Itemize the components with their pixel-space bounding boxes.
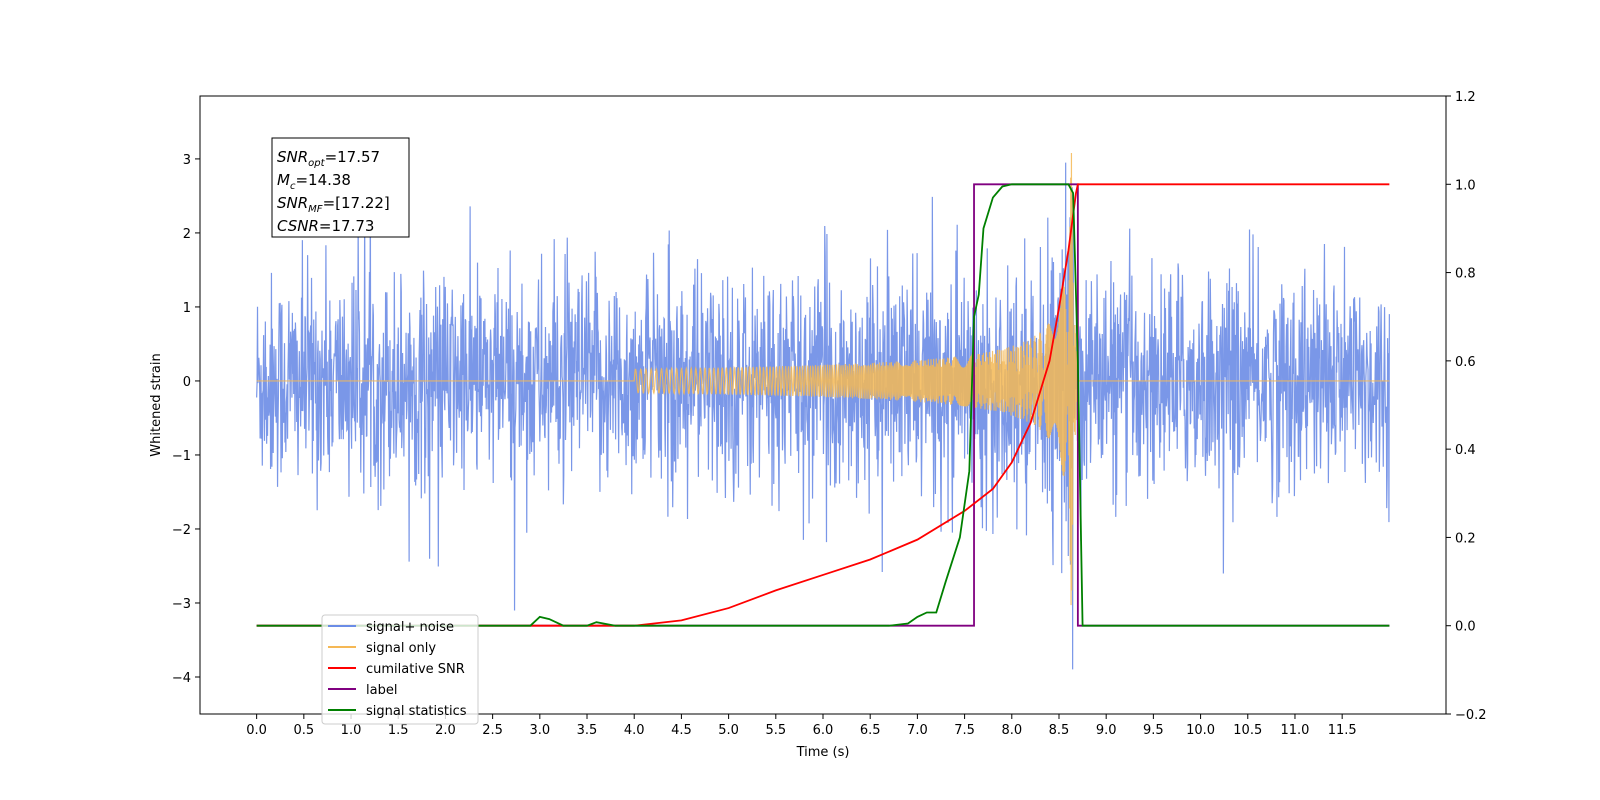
legend: signal+ noise signal only cumilative SNR la… [321, 614, 479, 725]
x-tick-label: 0.0 [246, 723, 267, 738]
x-tick-label: 7.5 [954, 723, 975, 738]
series-signal-only-line [256, 152, 1390, 606]
x-tick-label: 5.0 [718, 723, 739, 738]
x-tick-label: 1.0 [341, 723, 362, 738]
legend-entry-label: signal+ noise [366, 620, 454, 635]
y2-tick-label: −0.2 [1455, 708, 1487, 723]
annotation-mc: Mc=14.38 [277, 171, 351, 192]
y-tick-label: −1 [172, 449, 191, 464]
annotation-csnr: CSNR=17.73 [277, 217, 374, 235]
y-tick-label: 2 [183, 227, 191, 242]
x-tick-label: 11.0 [1280, 723, 1309, 738]
plot-layer [256, 152, 1390, 670]
legend-entry-label: signal only [366, 641, 436, 656]
y-tick-label: −4 [172, 671, 191, 686]
annotation-subscript: c [290, 181, 296, 192]
annotation-symbol: CSNR [277, 217, 319, 235]
x-tick-label: 10.0 [1186, 723, 1215, 738]
y-tick-label: −3 [172, 597, 191, 612]
y2-tick-label: 0.4 [1455, 443, 1476, 458]
x-tick-label: 2.0 [435, 723, 456, 738]
x-tick-label: 9.0 [1096, 723, 1117, 738]
y2-tick-label: 0.2 [1455, 531, 1476, 546]
legend-entry-label: cumilative SNR [366, 662, 465, 677]
x-tick-label: 9.5 [1143, 723, 1164, 738]
annotation-symbol: SNR [277, 194, 308, 212]
annotation-value: =17.73 [319, 217, 375, 235]
x-tick-label: 4.5 [671, 723, 692, 738]
annotation-value: =17.57 [325, 148, 381, 166]
x-tick-label: 11.5 [1328, 723, 1357, 738]
y2-tick-label: 0.8 [1455, 267, 1476, 282]
series-signal-statistics-line [256, 183, 1390, 627]
legend-entry-label: label [366, 683, 397, 698]
x-tick-label: 6.0 [813, 723, 834, 738]
x-tick-label: 2.5 [482, 723, 503, 738]
annotation-value: =[17.22] [323, 194, 390, 212]
annotation-snr-opt: SNRopt=17.57 [277, 148, 380, 169]
annotation-frame [271, 137, 410, 238]
annotation-subscript: opt [308, 158, 325, 169]
x-tick-label: 6.5 [860, 723, 881, 738]
annotation-snr-mf: SNRMF=[17.22] [277, 194, 390, 215]
x-tick-label: 0.5 [293, 723, 314, 738]
x-tick-label: 8.0 [1001, 723, 1022, 738]
x-tick-label: 10.5 [1233, 723, 1262, 738]
annotation-box: SNRopt=17.57 Mc=14.38 SNRMF=[17.22] CSNR… [271, 137, 410, 238]
x-tick-label: 4.0 [624, 723, 645, 738]
legend-frame [321, 614, 479, 725]
y-axis-left: 3 2 1 0 −1 −2 −3 −4 [172, 153, 200, 686]
x-tick-label: 7.0 [907, 723, 928, 738]
y2-tick-label: 1.0 [1455, 178, 1476, 193]
annotation-symbol: M [277, 171, 290, 189]
y-axis-label: Whitened strain [149, 353, 164, 456]
y2-tick-label: 1.2 [1455, 90, 1476, 105]
x-tick-label: 1.5 [388, 723, 409, 738]
x-tick-label: 3.0 [529, 723, 550, 738]
series-cumulative-snr-line [256, 183, 1390, 627]
legend-entry-label: signal statistics [366, 704, 467, 719]
annotation-value: =14.38 [295, 171, 351, 189]
y-tick-label: 0 [183, 375, 191, 390]
x-tick-label: 3.5 [577, 723, 598, 738]
x-tick-label: 5.5 [765, 723, 786, 738]
y-tick-label: −2 [172, 523, 191, 538]
x-axis: 0.0 0.5 1.0 1.5 2.0 2.5 3.0 3.5 4.0 4.5 5.0 5.5 6.0 6… [246, 714, 1357, 738]
y2-tick-label: 0.0 [1455, 620, 1476, 635]
series-signal-noise-line [256, 162, 1390, 670]
y-axis-right: 1.2 1.0 0.8 0.6 0.4 0.2 0.0 −0.2 [1446, 90, 1487, 723]
y2-tick-label: 0.6 [1455, 355, 1476, 370]
annotation-subscript: MF [308, 204, 323, 215]
y-tick-label: 1 [183, 301, 191, 316]
x-axis-label: Time (s) [796, 745, 850, 760]
annotation-symbol: SNR [277, 148, 308, 166]
x-tick-label: 8.5 [1049, 723, 1070, 738]
y-tick-label: 3 [183, 153, 191, 168]
